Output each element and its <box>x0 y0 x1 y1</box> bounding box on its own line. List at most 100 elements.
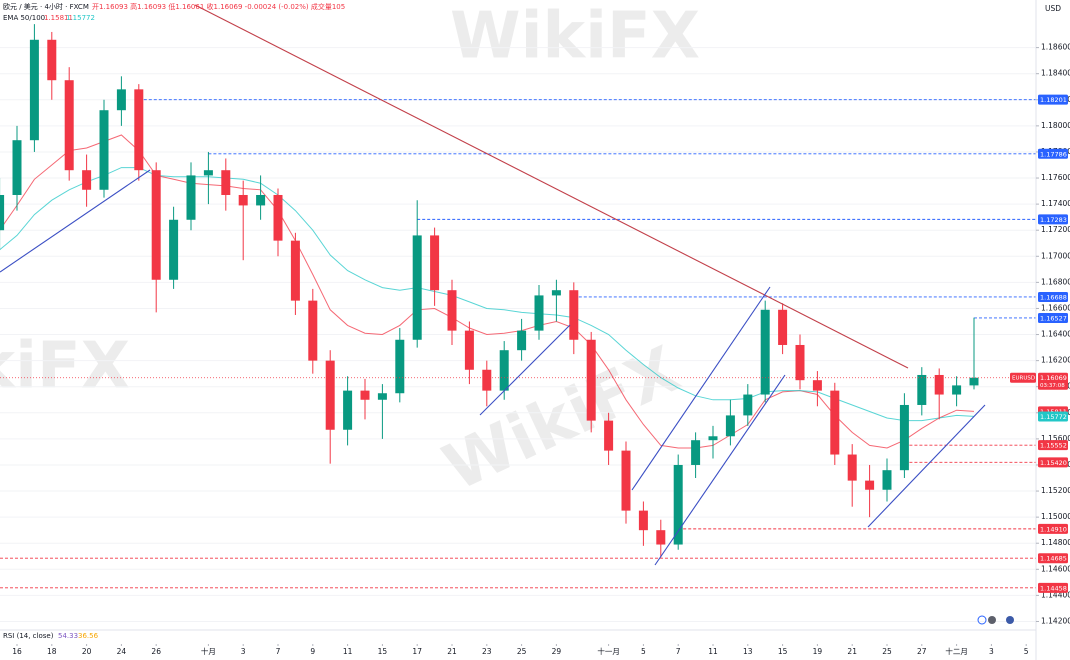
y-tick-label: 1.14800 <box>1041 538 1070 547</box>
symbol-label: EURUSD <box>1012 376 1035 382</box>
ema-label: 1.15772 <box>1040 413 1067 421</box>
level-label: 1.15420 <box>1040 459 1067 467</box>
candle-body <box>0 194 5 231</box>
candle-body <box>882 470 892 490</box>
candle-body <box>969 377 979 386</box>
x-tick-label: 19 <box>813 647 823 656</box>
candle-body <box>29 39 39 141</box>
candle-body <box>604 420 614 451</box>
level-box <box>1038 457 1068 468</box>
candle-body <box>238 194 248 206</box>
countdown: 03:37:08 <box>1040 383 1065 389</box>
candle-body <box>691 440 701 465</box>
level-box <box>1038 94 1068 105</box>
candle-body <box>865 480 875 490</box>
candle-body <box>569 290 579 340</box>
x-tick-label: 11 <box>343 647 353 656</box>
y-tick-label: 1.14200 <box>1041 616 1070 625</box>
x-tick-label: 9 <box>310 647 315 656</box>
ema-line <box>0 167 975 422</box>
candle-body <box>82 170 92 190</box>
x-tick-label: 15 <box>778 647 788 656</box>
candle-body <box>290 240 300 301</box>
indicator-value: 1.15811 <box>44 14 73 22</box>
symbol-box <box>1010 372 1036 383</box>
candle-body <box>12 140 22 195</box>
candle-body <box>325 360 335 430</box>
x-tick-label: 十一月 <box>597 646 620 656</box>
price-label: 1.16069 <box>1040 374 1067 382</box>
x-tick-label: 20 <box>82 647 92 656</box>
candle-body <box>151 170 161 280</box>
watermark: WikiFX <box>0 330 130 404</box>
y-tick-label: 1.17400 <box>1041 199 1070 208</box>
level-box <box>1038 582 1068 593</box>
candle-body <box>343 390 353 430</box>
candle-body <box>447 290 457 331</box>
chart-icons <box>977 615 1014 625</box>
candle-body <box>64 80 74 171</box>
candle-body <box>203 170 213 176</box>
x-tick-label: 25 <box>882 647 892 656</box>
y-tick-label: 1.15000 <box>1041 512 1070 521</box>
watermark: WikiFX <box>450 0 700 74</box>
level-box <box>1038 553 1068 564</box>
icon <box>1006 616 1014 624</box>
candle-body <box>830 390 840 455</box>
candle-body <box>743 394 753 416</box>
trend-line <box>0 169 151 273</box>
y-tick-label: 1.15200 <box>1041 486 1070 495</box>
candle-body <box>760 309 770 395</box>
trend-line <box>479 324 571 416</box>
candle-body <box>778 309 788 345</box>
level-box <box>1038 440 1068 451</box>
candle-body <box>308 300 318 361</box>
y-tick-label: 1.17000 <box>1041 251 1070 260</box>
level-box <box>1038 523 1068 534</box>
y-tick-label: 1.17200 <box>1041 225 1070 234</box>
x-tick-label: 27 <box>917 647 927 656</box>
candle-body <box>221 170 231 195</box>
candle-body <box>899 404 909 471</box>
x-tick-label: 21 <box>447 647 457 656</box>
rsi-value: 36.56 <box>78 632 99 640</box>
candle-body <box>673 464 683 545</box>
x-tick-label: 3 <box>241 647 246 656</box>
trend-line <box>654 374 786 566</box>
y-tick-label: 1.18600 <box>1041 43 1070 52</box>
ema-line <box>0 134 975 449</box>
x-tick-label: 24 <box>117 647 127 656</box>
x-tick-label: 11 <box>708 647 718 656</box>
candle-body <box>169 219 179 280</box>
candle-body <box>99 110 109 190</box>
rsi-value: 54.33 <box>58 632 78 640</box>
icon <box>988 616 996 624</box>
x-tick-label: 26 <box>151 647 161 656</box>
x-tick-label: 16 <box>12 647 22 656</box>
candle-body <box>812 380 822 391</box>
x-tick-label: 21 <box>847 647 857 656</box>
symbol-line: 欧元 / 美元 · 4小时 · FXCM <box>3 2 89 11</box>
candle-body <box>708 436 718 441</box>
icon <box>977 615 987 625</box>
y-tick-label: 1.16400 <box>1041 330 1070 339</box>
trend-line <box>867 404 986 528</box>
candle-body <box>273 194 283 241</box>
x-tick-label: 17 <box>412 647 422 656</box>
currency-label: USD <box>1045 4 1061 13</box>
level-label: 1.14910 <box>1040 525 1067 533</box>
candle-body <box>725 415 735 437</box>
candle-body <box>499 350 509 391</box>
candle-body <box>656 530 666 545</box>
x-tick-label: 7 <box>676 647 681 656</box>
candle-body <box>917 374 927 405</box>
y-tick-label: 1.16600 <box>1041 303 1070 312</box>
candle-body <box>586 339 596 421</box>
level-label: 1.16688 <box>1040 293 1067 301</box>
candle-body <box>517 330 527 351</box>
y-tick-label: 1.18000 <box>1041 121 1070 130</box>
candle-body <box>847 454 857 481</box>
rsi-label: RSI (14, close) <box>3 632 54 640</box>
candle-body <box>116 89 126 111</box>
